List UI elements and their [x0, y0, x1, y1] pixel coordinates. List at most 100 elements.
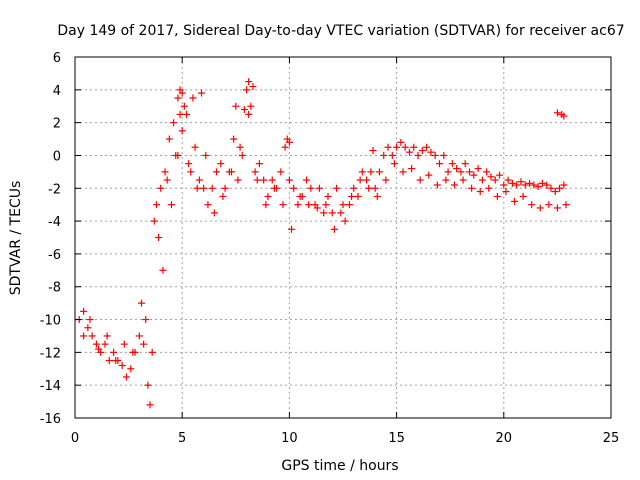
data-point: [303, 176, 311, 184]
data-point: [328, 209, 336, 217]
data-point: [330, 225, 338, 233]
data-point: [101, 340, 109, 348]
data-point: [245, 110, 253, 118]
data-point: [315, 184, 323, 192]
data-point: [478, 176, 486, 184]
data-point: [95, 345, 103, 353]
data-point: [253, 176, 261, 184]
data-point: [305, 201, 313, 209]
data-point: [562, 201, 570, 209]
data-point: [474, 165, 482, 173]
data-point: [560, 112, 568, 120]
x-tick-label: 15: [388, 431, 405, 446]
data-point: [435, 160, 443, 168]
data-point: [320, 209, 328, 217]
data-point: [172, 151, 180, 159]
data-point: [444, 168, 452, 176]
x-tick-label: 10: [281, 431, 298, 446]
data-point: [185, 160, 193, 168]
data-point: [423, 143, 431, 151]
data-point: [333, 184, 341, 192]
data-point: [418, 147, 426, 155]
data-point: [322, 201, 330, 209]
data-point: [536, 204, 544, 212]
data-point: [103, 332, 111, 340]
data-point: [470, 171, 478, 179]
y-tick-label: -12: [40, 346, 61, 361]
data-point: [157, 184, 165, 192]
data-point: [393, 143, 401, 151]
y-tick-label: 0: [53, 149, 61, 164]
data-point: [159, 266, 167, 274]
data-point: [285, 176, 293, 184]
data-point: [371, 184, 379, 192]
data-point: [270, 184, 278, 192]
data-point: [80, 307, 88, 315]
data-point: [457, 168, 465, 176]
data-point: [365, 184, 373, 192]
data-point: [508, 179, 516, 187]
data-point: [356, 176, 364, 184]
data-point: [142, 316, 150, 324]
data-point: [433, 181, 441, 189]
data-point: [553, 204, 561, 212]
data-point: [382, 176, 390, 184]
data-point: [401, 143, 409, 151]
data-point: [247, 102, 255, 110]
data-point: [140, 340, 148, 348]
data-point: [197, 89, 205, 97]
x-tick-label: 5: [178, 431, 186, 446]
data-point: [279, 201, 287, 209]
data-point: [148, 348, 156, 356]
data-point: [384, 143, 392, 151]
data-point: [135, 332, 143, 340]
y-tick-label: -6: [48, 248, 61, 263]
data-point: [519, 192, 527, 200]
data-point: [204, 201, 212, 209]
data-point: [182, 110, 190, 118]
data-point: [496, 171, 504, 179]
data-point: [465, 168, 473, 176]
x-axis-label: GPS time / hours: [281, 458, 398, 474]
data-point: [513, 181, 521, 189]
data-point: [127, 365, 135, 373]
data-point: [511, 197, 519, 205]
plot-frame: [74, 56, 612, 419]
data-point: [80, 332, 88, 340]
data-point: [202, 151, 210, 159]
data-point: [193, 184, 201, 192]
data-point: [397, 138, 405, 146]
data-point: [348, 192, 356, 200]
data-point: [553, 109, 561, 117]
y-axis-label: SDTVAR / TECUs: [8, 181, 24, 296]
data-point: [112, 357, 120, 365]
y-tick-label: 4: [53, 84, 61, 99]
data-point: [504, 176, 512, 184]
data-point: [277, 168, 285, 176]
data-point: [425, 171, 433, 179]
data-point: [440, 151, 448, 159]
chart-title: Day 149 of 2017, Sidereal Day-to-day VTE…: [57, 23, 624, 39]
data-point: [84, 324, 92, 332]
data-point: [294, 201, 302, 209]
data-point: [236, 143, 244, 151]
data-point: [195, 176, 203, 184]
data-point: [234, 176, 242, 184]
x-tick-label: 25: [603, 431, 620, 446]
data-point: [408, 165, 416, 173]
data-point: [281, 143, 289, 151]
data-point: [296, 192, 304, 200]
data-point: [105, 357, 113, 365]
data-point: [146, 401, 154, 409]
data-point: [268, 176, 276, 184]
data-point: [245, 78, 253, 86]
data-point: [341, 217, 349, 225]
data-point: [187, 168, 195, 176]
x-tick-label: 0: [71, 431, 79, 446]
y-tick-label: 6: [53, 51, 61, 66]
data-point: [543, 181, 551, 189]
data-point: [228, 168, 236, 176]
data-point: [122, 373, 130, 381]
data-point: [339, 201, 347, 209]
